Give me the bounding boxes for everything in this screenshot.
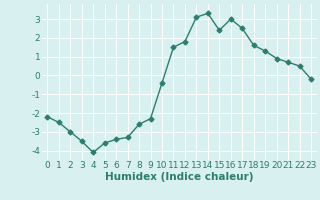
X-axis label: Humidex (Indice chaleur): Humidex (Indice chaleur)	[105, 172, 253, 182]
